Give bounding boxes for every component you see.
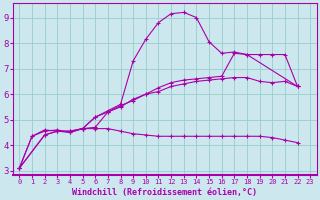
- X-axis label: Windchill (Refroidissement éolien,°C): Windchill (Refroidissement éolien,°C): [72, 188, 257, 197]
